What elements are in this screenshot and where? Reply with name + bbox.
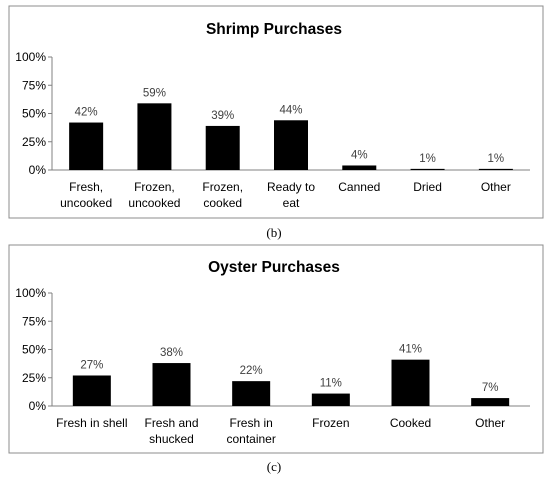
shrimp-x-tick-label: Canned [338,180,380,194]
oyster-y-tick-label: 0% [29,399,47,413]
shrimp-chart: Shrimp Purchases 0% 25% 50% 75% 100% 42% Fresh… [8,5,544,219]
oyster-caption: (c) [267,459,281,474]
oyster-y-tick-label: 100% [15,286,46,300]
oyster-chart-title: Oyster Purchases [208,259,340,276]
oyster-bar [391,359,430,406]
oyster-bar [152,363,191,406]
oyster-y-tick-label: 50% [22,343,46,357]
shrimp-bar [205,125,240,170]
oyster-bar [72,375,111,406]
shrimp-y-tick-label: 75% [22,78,46,92]
oyster-x-tick-label: Fresh and shucked [144,416,198,446]
oyster-x-tick-label: Fresh in container [226,416,275,446]
shrimp-data-label: 44% [279,104,302,116]
shrimp-data-label: 42% [75,107,98,119]
oyster-bar [311,393,350,406]
shrimp-y-tick-label: 0% [29,163,47,177]
oyster-x-tick-label: Fresh in shell [56,416,127,430]
oyster-data-label: 41% [399,344,422,356]
oyster-data-label: 38% [160,347,183,359]
shrimp-bar [342,165,377,170]
oyster-data-label: 22% [240,365,263,377]
shrimp-caption: (b) [266,225,281,240]
shrimp-bar [274,120,308,170]
shrimp-marks: 0% 25% 50% 75% 100% 42% Fresh, uncooked 59% Froze… [15,50,513,210]
oyster-bar [471,398,510,406]
shrimp-x-tick-label: Dried [413,180,442,194]
oyster-marks: 0% 25% 50% 75% 100% 27% Fresh in shell 38% Fresh… [15,286,510,446]
oyster-x-tick-label: Frozen [312,416,349,430]
shrimp-chart-title: Shrimp Purchases [206,21,342,38]
shrimp-x-tick-label: Frozen, cooked [202,180,243,210]
shrimp-data-label: 1% [488,153,505,165]
oyster-chart: Oyster Purchases 0% 25% 50% 75% 100% 27% Fresh… [8,244,544,454]
shrimp-bar [410,168,445,170]
oyster-bar [232,381,271,406]
oyster-y-tick-label: 75% [22,314,46,328]
oyster-data-label: 7% [482,382,499,394]
shrimp-x-tick-label: Ready to eat [267,180,315,210]
oyster-data-label: 11% [320,378,342,390]
oyster-x-tick-label: Cooked [390,416,431,430]
shrimp-y-tick-label: 100% [15,50,46,64]
shrimp-x-tick-label: Frozen, uncooked [128,180,180,210]
shrimp-bar [478,168,513,170]
shrimp-bar [137,103,172,170]
shrimp-data-label: 59% [143,87,166,99]
shrimp-x-tick-label: Fresh, uncooked [60,180,112,210]
oyster-x-tick-label: Other [475,416,505,430]
oyster-data-label: 27% [80,359,103,371]
shrimp-data-label: 4% [351,149,368,161]
shrimp-data-label: 1% [419,153,436,165]
shrimp-chart-frame [8,5,544,219]
shrimp-y-tick-label: 25% [22,135,46,149]
shrimp-y-tick-label: 50% [22,107,46,121]
oyster-chart-frame [8,244,544,454]
shrimp-x-tick-label: Other [481,180,511,194]
oyster-y-tick-label: 25% [22,371,46,385]
shrimp-data-label: 39% [211,110,234,122]
shrimp-bar [69,122,104,170]
